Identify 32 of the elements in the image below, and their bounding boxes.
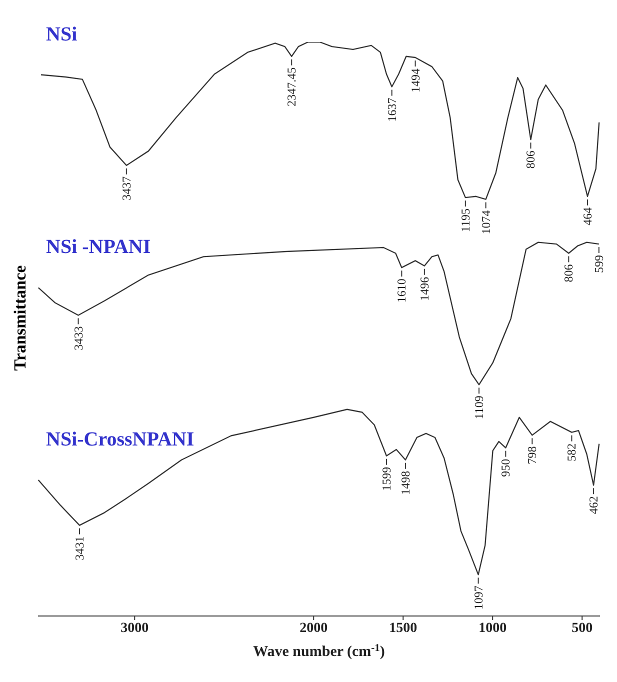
annotation: 1195	[458, 208, 472, 232]
annotation: 1097	[471, 586, 486, 610]
annotation: 1074	[478, 210, 493, 234]
x-tick-label: 500	[572, 620, 593, 636]
x-axis-title: Wave number (cm$^{-1}$)	[253, 642, 385, 660]
annotation: 462	[586, 496, 601, 514]
annotation: 950	[498, 458, 513, 477]
annotation: 1599	[379, 466, 394, 491]
annotation: 3433	[71, 326, 86, 350]
x-tick-label: 3000	[120, 620, 149, 636]
annotation: 1610	[394, 278, 409, 303]
annotation: 806	[524, 150, 538, 169]
series-label: NSi -NPANI	[46, 236, 151, 258]
x-tick-label: 1000	[478, 620, 507, 636]
annotation: 798	[525, 446, 540, 464]
annotation: 1637	[384, 98, 399, 122]
annotation: 3431	[72, 536, 87, 560]
annotation: 582	[564, 443, 579, 462]
annotation: 599	[592, 255, 606, 274]
x-tick-label: 2000	[300, 620, 328, 636]
annotation: 464	[580, 207, 594, 226]
annotation: 1498	[398, 470, 412, 495]
y-axis-title: Transmittance	[11, 265, 31, 371]
x-tick-label: 1500	[389, 620, 418, 636]
annotation: 1494	[408, 68, 422, 92]
series-label: NSi-CrossNPANI	[46, 428, 194, 451]
annotation: 2347.45	[284, 67, 299, 106]
annotation: 1109	[472, 396, 486, 420]
annotation: 1496	[417, 276, 432, 301]
annotation: 3437	[119, 176, 134, 200]
series-label: NSi	[46, 23, 78, 46]
annotation: 806	[562, 264, 576, 282]
